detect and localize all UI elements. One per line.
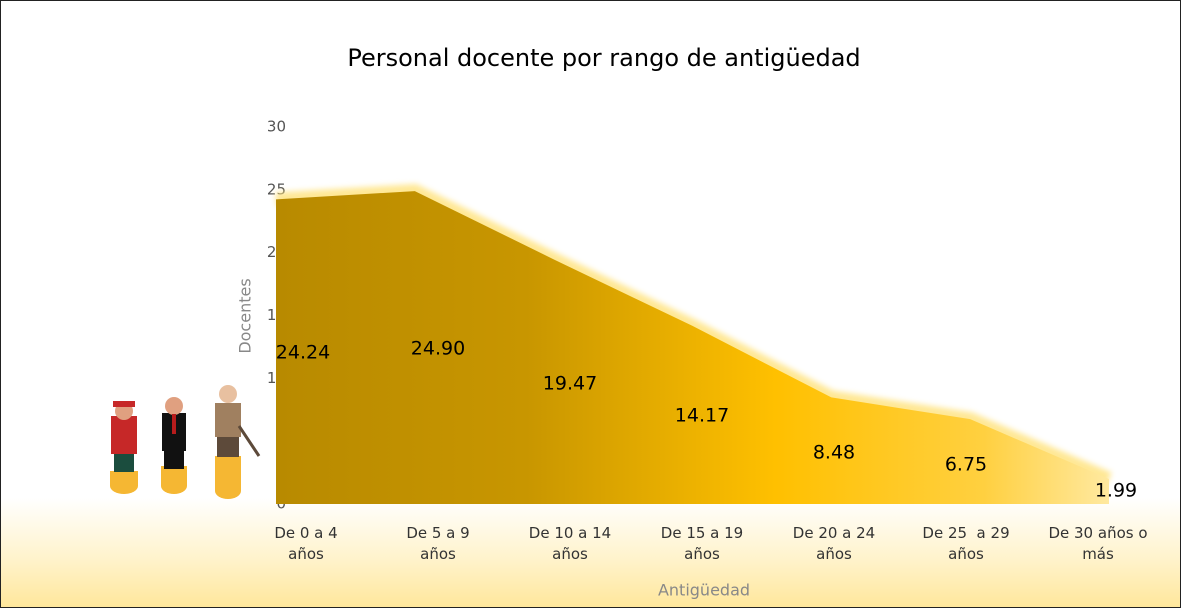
x-tick-label: De 5 a 9 años [388,523,488,565]
y-tick-label: 30 [267,118,286,136]
data-label: 14.17 [675,405,729,427]
chart: Personal docente por rango de antigüedad… [1,1,1180,607]
data-label: 24.90 [411,338,465,360]
x-tick-label: De 20 a 24 años [784,523,884,565]
data-label: 8.48 [813,442,855,464]
data-label: 6.75 [945,454,987,476]
x-tick-label: De 30 años o más [1048,523,1148,565]
chart-page: Personal docente por rango de antigüedad… [0,0,1181,608]
x-axis-label: Antigüedad [658,581,750,600]
x-tick-label: De 10 a 14 años [520,523,620,565]
data-label: 24.24 [276,342,330,364]
chart-title: Personal docente por rango de antigüedad [347,44,860,72]
x-tick-label: De 25 a 29 años [916,523,1016,565]
data-label: 19.47 [543,373,597,395]
x-tick-label: De 15 a 19 años [652,523,752,565]
x-tick-label: De 0 a 4 años [256,523,356,565]
data-label: 1.99 [1095,480,1137,502]
y-axis-label: Docentes [236,278,255,353]
people-icons [110,385,259,499]
